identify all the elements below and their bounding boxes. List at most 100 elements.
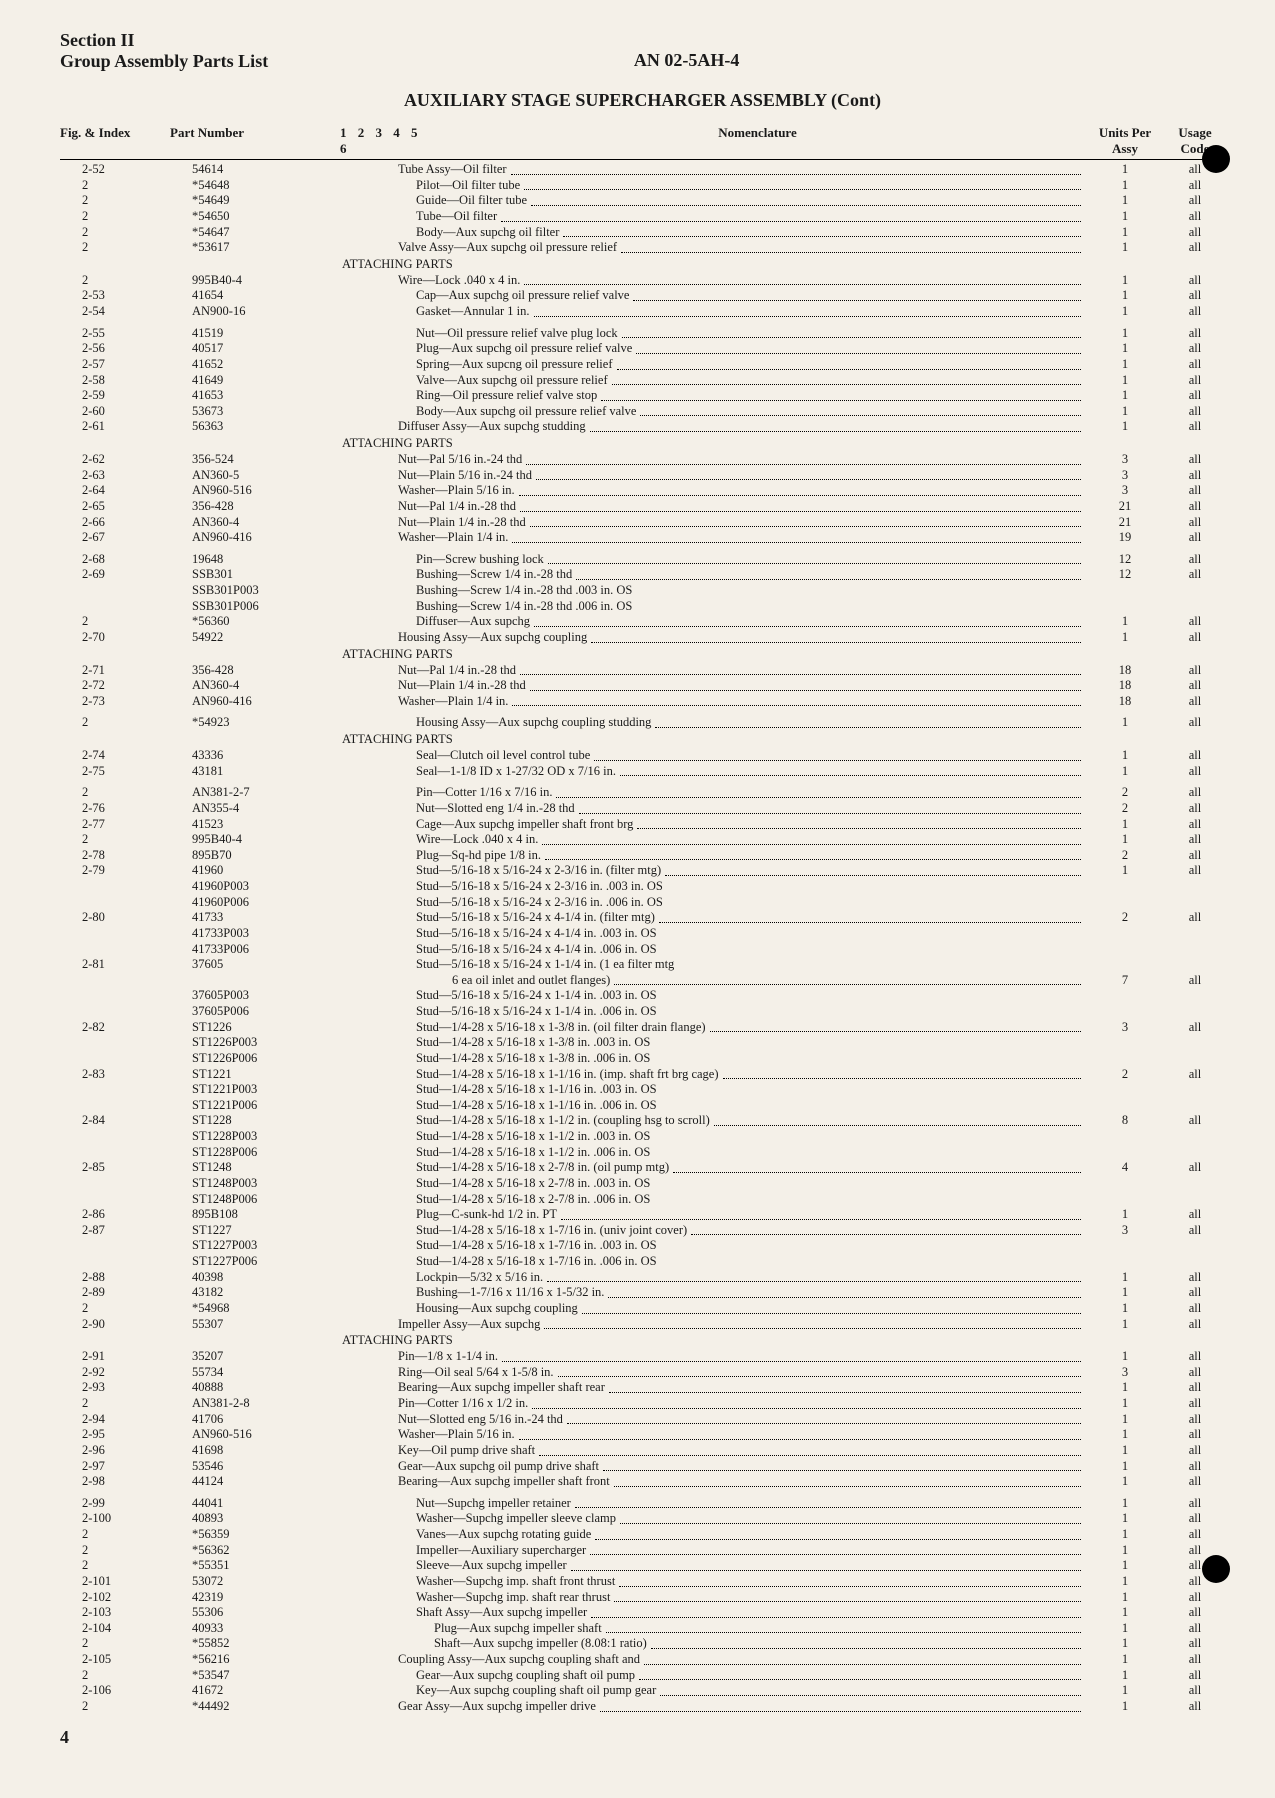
cell-units: 2: [1085, 1067, 1165, 1083]
cell-fig-index: 2-72: [60, 678, 192, 694]
cell-part-number: 43336: [192, 748, 362, 764]
cell-fig-index: [60, 1051, 192, 1067]
cell-nomenclature: Spring—Aux supcng oil pressure relief: [362, 357, 1085, 373]
cell-nomenclature: Pin—Cotter 1/16 x 1/2 in.: [362, 1396, 1085, 1412]
cell-units: [1085, 895, 1165, 911]
table-row: 2-95AN960-516Washer—Plain 5/16 in.1all: [60, 1427, 1225, 1443]
cell-usage: [1165, 1051, 1225, 1067]
cell-fig-index: 2-59: [60, 388, 192, 404]
cell-nomenclature: Stud—1/4-28 x 5/16-18 x 1-7/16 in. .003 …: [362, 1238, 1085, 1254]
cell-nomenclature: Stud—1/4-28 x 5/16-18 x 1-1/2 in. .003 i…: [362, 1129, 1085, 1145]
cell-part-number: 19648: [192, 552, 362, 568]
cell-nomenclature: Seal—1-1/8 ID x 1-27/32 OD x 7/16 in.: [362, 764, 1085, 780]
cell-usage: all: [1165, 515, 1225, 531]
table-row: 2AN381-2-8Pin—Cotter 1/16 x 1/2 in.1all: [60, 1396, 1225, 1412]
cell-nomenclature: Washer—Plain 5/16 in.: [362, 483, 1085, 499]
cell-usage: all: [1165, 209, 1225, 225]
cell-usage: [1165, 1098, 1225, 1114]
cell-part-number: 42319: [192, 1590, 362, 1606]
cell-usage: all: [1165, 1301, 1225, 1317]
cell-part-number: *56360: [192, 614, 362, 630]
attaching-parts-label: ATTACHING PARTS: [60, 1333, 1225, 1348]
cell-nomenclature: Nut—Slotted eng 5/16 in.-24 thd: [362, 1412, 1085, 1428]
cell-units: 18: [1085, 694, 1165, 710]
cell-fig-index: [60, 895, 192, 911]
cell-fig-index: [60, 1145, 192, 1161]
page-number: 4: [60, 1727, 1225, 1748]
cell-nomenclature: Nut—Plain 1/4 in.-28 thd: [362, 678, 1085, 694]
cell-units: 1: [1085, 817, 1165, 833]
cell-nomenclature: Lockpin—5/32 x 5/16 in.: [362, 1270, 1085, 1286]
cell-part-number: ST1221P006: [192, 1098, 362, 1114]
cell-usage: all: [1165, 764, 1225, 780]
cell-nomenclature: Stud—1/4-28 x 5/16-18 x 1-1/16 in. .006 …: [362, 1098, 1085, 1114]
cell-nomenclature: Stud—1/4-28 x 5/16-18 x 1-3/8 in. .003 i…: [362, 1035, 1085, 1051]
table-row: 41960P003Stud—5/16-18 x 5/16-24 x 2-3/16…: [60, 879, 1225, 895]
cell-nomenclature: Pin—1/8 x 1-1/4 in.: [362, 1349, 1085, 1365]
cell-fig-index: 2: [60, 1301, 192, 1317]
cell-usage: all: [1165, 973, 1225, 989]
cell-fig-index: [60, 1176, 192, 1192]
cell-nomenclature: Pin—Screw bushing lock: [362, 552, 1085, 568]
cell-part-number: *54649: [192, 193, 362, 209]
cell-usage: all: [1165, 1527, 1225, 1543]
cell-units: [1085, 879, 1165, 895]
cell-nomenclature: Bushing—Screw 1/4 in.-28 thd: [362, 567, 1085, 583]
cell-nomenclature: 6 ea oil inlet and outlet flanges): [362, 973, 1085, 989]
cell-nomenclature: Coupling Assy—Aux supchg coupling shaft …: [362, 1652, 1085, 1668]
table-row: 2-8041733Stud—5/16-18 x 5/16-24 x 4-1/4 …: [60, 910, 1225, 926]
cell-fig-index: 2-70: [60, 630, 192, 646]
table-row: 2*56360Diffuser—Aux supchg1all: [60, 614, 1225, 630]
table-row: 37605P006Stud—5/16-18 x 5/16-24 x 1-1/4 …: [60, 1004, 1225, 1020]
cell-part-number: ST1248: [192, 1160, 362, 1176]
cell-fig-index: 2-102: [60, 1590, 192, 1606]
cell-part-number: 41652: [192, 357, 362, 373]
table-row: 2-87ST1227Stud—1/4-28 x 5/16-18 x 1-7/16…: [60, 1223, 1225, 1239]
cell-fig-index: 2-91: [60, 1349, 192, 1365]
cell-units: [1085, 926, 1165, 942]
table-row: ST1227P006Stud—1/4-28 x 5/16-18 x 1-7/16…: [60, 1254, 1225, 1270]
table-row: ST1221P003Stud—1/4-28 x 5/16-18 x 1-1/16…: [60, 1082, 1225, 1098]
cell-fig-index: 2: [60, 715, 192, 731]
cell-part-number: 37605P006: [192, 1004, 362, 1020]
table-row: ST1248P003Stud—1/4-28 x 5/16-18 x 2-7/8 …: [60, 1176, 1225, 1192]
cell-part-number: 44124: [192, 1474, 362, 1490]
cell-usage: all: [1165, 273, 1225, 289]
cell-part-number: *54648: [192, 178, 362, 194]
table-row: 2-64AN960-516Washer—Plain 5/16 in.3all: [60, 483, 1225, 499]
cell-part-number: *55351: [192, 1558, 362, 1574]
cell-usage: all: [1165, 1459, 1225, 1475]
cell-fig-index: 2-83: [60, 1067, 192, 1083]
cell-part-number: AN960-416: [192, 694, 362, 710]
cell-fig-index: [60, 1098, 192, 1114]
cell-units: 1: [1085, 764, 1165, 780]
table-row: 2*54648Pilot—Oil filter tube1all: [60, 178, 1225, 194]
cell-usage: all: [1165, 552, 1225, 568]
cell-usage: all: [1165, 663, 1225, 679]
cell-units: [1085, 988, 1165, 1004]
cell-part-number: 895B108: [192, 1207, 362, 1223]
cell-units: 1: [1085, 1396, 1165, 1412]
cell-fig-index: 2-79: [60, 863, 192, 879]
cell-part-number: 37605: [192, 957, 362, 973]
table-row: 2-69SSB301Bushing—Screw 1/4 in.-28 thd12…: [60, 567, 1225, 583]
cell-part-number: 40888: [192, 1380, 362, 1396]
cell-fig-index: 2-104: [60, 1621, 192, 1637]
cell-nomenclature: Housing Assy—Aux supchg coupling studdin…: [362, 715, 1085, 731]
cell-part-number: AN360-5: [192, 468, 362, 484]
cell-units: 1: [1085, 863, 1165, 879]
cell-fig-index: 2-58: [60, 373, 192, 389]
cell-nomenclature: Stud—5/16-18 x 5/16-24 x 2-3/16 in. .003…: [362, 879, 1085, 895]
table-row: 2-71356-428Nut—Pal 1/4 in.-28 thd18all: [60, 663, 1225, 679]
cell-usage: [1165, 957, 1225, 973]
cell-units: 21: [1085, 499, 1165, 515]
cell-units: 8: [1085, 1113, 1165, 1129]
cell-usage: all: [1165, 614, 1225, 630]
cell-fig-index: 2-64: [60, 483, 192, 499]
cell-usage: all: [1165, 1427, 1225, 1443]
cell-units: [1085, 1129, 1165, 1145]
cell-usage: all: [1165, 1113, 1225, 1129]
table-row: 2*54650Tube—Oil filter1all: [60, 209, 1225, 225]
cell-units: [1085, 1238, 1165, 1254]
cell-nomenclature: Ring—Oil seal 5/64 x 1-5/8 in.: [362, 1365, 1085, 1381]
